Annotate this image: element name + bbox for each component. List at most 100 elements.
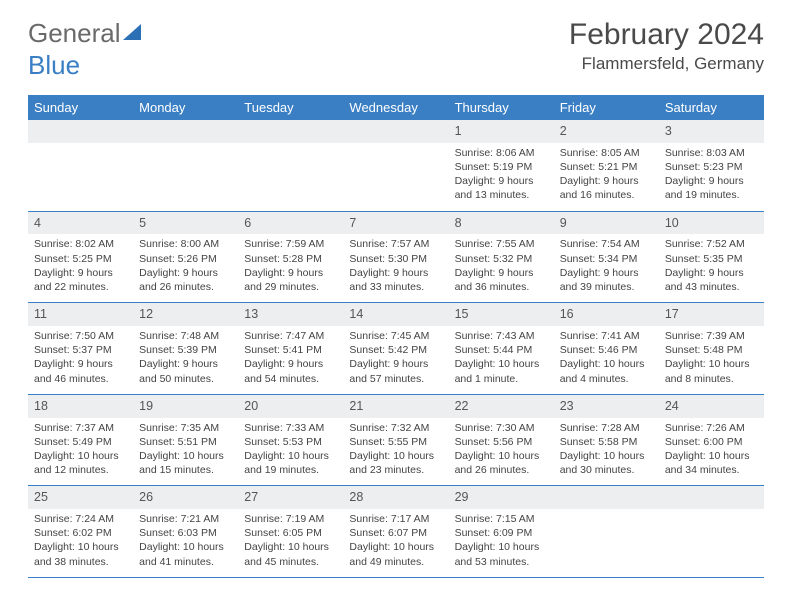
day-data-cell: Sunrise: 7:39 AMSunset: 5:48 PMDaylight:… bbox=[659, 326, 764, 394]
day-data-cell: Sunrise: 7:15 AMSunset: 6:09 PMDaylight:… bbox=[449, 509, 554, 577]
day-data-cell: Sunrise: 7:30 AMSunset: 5:56 PMDaylight:… bbox=[449, 418, 554, 486]
sunset-text: Sunset: 6:00 PM bbox=[665, 435, 758, 449]
weekday-header: Tuesday bbox=[238, 95, 343, 120]
daylight-text: Daylight: 10 hours and 49 minutes. bbox=[349, 540, 442, 568]
day-number-cell: 3 bbox=[659, 120, 764, 143]
weekday-header: Friday bbox=[554, 95, 659, 120]
day-data-row: Sunrise: 7:37 AMSunset: 5:49 PMDaylight:… bbox=[28, 418, 764, 486]
day-data-cell bbox=[554, 509, 659, 577]
day-data-cell: Sunrise: 7:52 AMSunset: 5:35 PMDaylight:… bbox=[659, 234, 764, 302]
sunrise-text: Sunrise: 7:47 AM bbox=[244, 329, 337, 343]
day-number-cell bbox=[238, 120, 343, 143]
sunrise-text: Sunrise: 7:21 AM bbox=[139, 512, 232, 526]
sunset-text: Sunset: 5:53 PM bbox=[244, 435, 337, 449]
day-number-cell: 22 bbox=[449, 394, 554, 417]
daylight-text: Daylight: 10 hours and 12 minutes. bbox=[34, 449, 127, 477]
daylight-text: Daylight: 10 hours and 15 minutes. bbox=[139, 449, 232, 477]
daylight-text: Daylight: 9 hours and 13 minutes. bbox=[455, 174, 548, 202]
sunrise-text: Sunrise: 7:30 AM bbox=[455, 421, 548, 435]
sunset-text: Sunset: 6:09 PM bbox=[455, 526, 548, 540]
sunset-text: Sunset: 5:26 PM bbox=[139, 252, 232, 266]
sunrise-text: Sunrise: 7:26 AM bbox=[665, 421, 758, 435]
daylight-text: Daylight: 9 hours and 46 minutes. bbox=[34, 357, 127, 385]
sunset-text: Sunset: 5:32 PM bbox=[455, 252, 548, 266]
day-number-cell: 28 bbox=[343, 486, 448, 509]
sunset-text: Sunset: 5:25 PM bbox=[34, 252, 127, 266]
daylight-text: Daylight: 10 hours and 26 minutes. bbox=[455, 449, 548, 477]
daylight-text: Daylight: 10 hours and 41 minutes. bbox=[139, 540, 232, 568]
sunset-text: Sunset: 5:39 PM bbox=[139, 343, 232, 357]
day-data-row: Sunrise: 7:50 AMSunset: 5:37 PMDaylight:… bbox=[28, 326, 764, 394]
day-data-cell: Sunrise: 7:55 AMSunset: 5:32 PMDaylight:… bbox=[449, 234, 554, 302]
day-number-cell bbox=[133, 120, 238, 143]
sunset-text: Sunset: 5:51 PM bbox=[139, 435, 232, 449]
daylight-text: Daylight: 10 hours and 30 minutes. bbox=[560, 449, 653, 477]
sunrise-text: Sunrise: 8:03 AM bbox=[665, 146, 758, 160]
sunset-text: Sunset: 6:02 PM bbox=[34, 526, 127, 540]
day-number-cell bbox=[28, 120, 133, 143]
day-number-cell: 21 bbox=[343, 394, 448, 417]
day-number-cell: 19 bbox=[133, 394, 238, 417]
sunset-text: Sunset: 6:07 PM bbox=[349, 526, 442, 540]
daylight-text: Daylight: 9 hours and 54 minutes. bbox=[244, 357, 337, 385]
calendar-table: Sunday Monday Tuesday Wednesday Thursday… bbox=[28, 95, 764, 578]
day-data-cell: Sunrise: 8:03 AMSunset: 5:23 PMDaylight:… bbox=[659, 143, 764, 211]
day-data-cell: Sunrise: 7:50 AMSunset: 5:37 PMDaylight:… bbox=[28, 326, 133, 394]
daylight-text: Daylight: 10 hours and 23 minutes. bbox=[349, 449, 442, 477]
daylight-text: Daylight: 9 hours and 16 minutes. bbox=[560, 174, 653, 202]
sunset-text: Sunset: 5:49 PM bbox=[34, 435, 127, 449]
daylight-text: Daylight: 10 hours and 53 minutes. bbox=[455, 540, 548, 568]
sunrise-text: Sunrise: 7:33 AM bbox=[244, 421, 337, 435]
sunrise-text: Sunrise: 7:55 AM bbox=[455, 237, 548, 251]
sunrise-text: Sunrise: 7:41 AM bbox=[560, 329, 653, 343]
day-number-cell: 10 bbox=[659, 211, 764, 234]
sunrise-text: Sunrise: 7:45 AM bbox=[349, 329, 442, 343]
logo-text-gray: General bbox=[28, 18, 121, 49]
daylight-text: Daylight: 9 hours and 57 minutes. bbox=[349, 357, 442, 385]
day-data-cell: Sunrise: 7:28 AMSunset: 5:58 PMDaylight:… bbox=[554, 418, 659, 486]
daylight-text: Daylight: 10 hours and 8 minutes. bbox=[665, 357, 758, 385]
sunset-text: Sunset: 6:05 PM bbox=[244, 526, 337, 540]
day-data-cell: Sunrise: 7:21 AMSunset: 6:03 PMDaylight:… bbox=[133, 509, 238, 577]
day-data-cell: Sunrise: 7:35 AMSunset: 5:51 PMDaylight:… bbox=[133, 418, 238, 486]
sunset-text: Sunset: 5:56 PM bbox=[455, 435, 548, 449]
day-data-cell: Sunrise: 7:54 AMSunset: 5:34 PMDaylight:… bbox=[554, 234, 659, 302]
day-data-cell: Sunrise: 7:19 AMSunset: 6:05 PMDaylight:… bbox=[238, 509, 343, 577]
sunset-text: Sunset: 5:34 PM bbox=[560, 252, 653, 266]
day-data-cell bbox=[238, 143, 343, 211]
sunrise-text: Sunrise: 8:05 AM bbox=[560, 146, 653, 160]
day-data-cell: Sunrise: 7:57 AMSunset: 5:30 PMDaylight:… bbox=[343, 234, 448, 302]
day-number-row: 123 bbox=[28, 120, 764, 143]
sunset-text: Sunset: 5:19 PM bbox=[455, 160, 548, 174]
day-number-cell: 6 bbox=[238, 211, 343, 234]
day-data-cell: Sunrise: 7:47 AMSunset: 5:41 PMDaylight:… bbox=[238, 326, 343, 394]
weekday-header-row: Sunday Monday Tuesday Wednesday Thursday… bbox=[28, 95, 764, 120]
sunrise-text: Sunrise: 8:02 AM bbox=[34, 237, 127, 251]
sunrise-text: Sunrise: 7:19 AM bbox=[244, 512, 337, 526]
daylight-text: Daylight: 9 hours and 50 minutes. bbox=[139, 357, 232, 385]
day-number-cell: 1 bbox=[449, 120, 554, 143]
day-number-cell: 27 bbox=[238, 486, 343, 509]
day-data-row: Sunrise: 8:06 AMSunset: 5:19 PMDaylight:… bbox=[28, 143, 764, 211]
day-data-cell: Sunrise: 7:43 AMSunset: 5:44 PMDaylight:… bbox=[449, 326, 554, 394]
day-number-cell: 5 bbox=[133, 211, 238, 234]
logo: General bbox=[28, 18, 141, 49]
daylight-text: Daylight: 9 hours and 26 minutes. bbox=[139, 266, 232, 294]
calendar-body: 123 Sunrise: 8:06 AMSunset: 5:19 PMDayli… bbox=[28, 120, 764, 577]
daylight-text: Daylight: 9 hours and 29 minutes. bbox=[244, 266, 337, 294]
sunrise-text: Sunrise: 8:06 AM bbox=[455, 146, 548, 160]
sunrise-text: Sunrise: 7:54 AM bbox=[560, 237, 653, 251]
day-data-row: Sunrise: 8:02 AMSunset: 5:25 PM Daylight:… bbox=[28, 234, 764, 302]
daylight-text: Daylight: 10 hours and 45 minutes. bbox=[244, 540, 337, 568]
day-number-cell: 2 bbox=[554, 120, 659, 143]
day-number-row: 18192021222324 bbox=[28, 394, 764, 417]
day-data-cell: Sunrise: 7:48 AMSunset: 5:39 PMDaylight:… bbox=[133, 326, 238, 394]
day-data-cell bbox=[659, 509, 764, 577]
day-number-cell: 17 bbox=[659, 303, 764, 326]
sunrise-text: Sunrise: 7:24 AM bbox=[34, 512, 127, 526]
daylight-text: Daylight: 10 hours and 19 minutes. bbox=[244, 449, 337, 477]
triangle-icon bbox=[123, 24, 141, 40]
month-title: February 2024 bbox=[569, 18, 764, 52]
logo-text-blue: Blue bbox=[28, 50, 764, 81]
day-number-cell: 7 bbox=[343, 211, 448, 234]
